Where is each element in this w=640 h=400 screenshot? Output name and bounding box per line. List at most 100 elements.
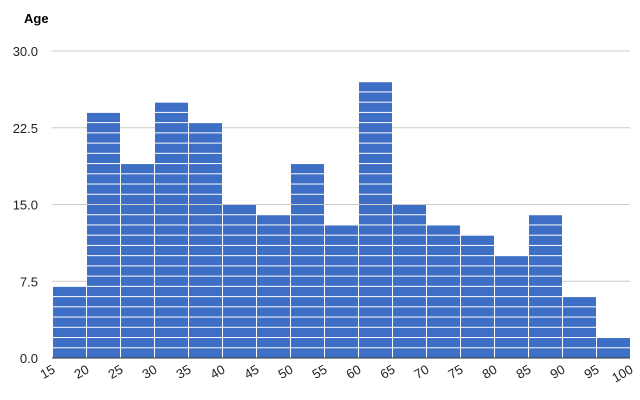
x-tick-label: 15 [37,362,57,382]
bar-unit [223,297,256,307]
bar-unit [189,327,222,338]
bar-unit [189,174,222,184]
bar-unit [393,297,426,307]
x-tick-label: 50 [275,362,295,382]
bar-unit [529,266,562,276]
bar-unit [393,276,426,286]
bar-unit [325,245,358,256]
bar-unit [529,245,562,256]
bar-unit [189,245,222,256]
bar-unit [155,286,188,297]
bar-unit [155,143,188,153]
bar-unit [359,266,392,276]
bar-unit [393,307,426,317]
histogram-bar [427,225,460,358]
bar-unit [223,205,256,215]
bar-unit [359,317,392,327]
bar-unit [427,286,460,297]
x-tick-label: 55 [309,362,329,382]
bar-unit [257,327,290,338]
bar-unit [155,123,188,133]
bar-unit [529,348,562,358]
bar-unit [359,133,392,143]
bar-unit [223,317,256,327]
bar-unit [87,266,120,276]
bar-unit [189,276,222,286]
bar-unit [87,348,120,358]
bar-unit [257,297,290,307]
bar-unit [155,245,188,256]
bar-unit [359,92,392,102]
bar-unit [189,123,222,133]
bar-unit [155,112,188,123]
bar-unit [87,184,120,194]
y-tick-label: 0.0 [20,351,38,366]
bar-unit [563,338,596,348]
bar-unit [529,327,562,338]
bar-unit [325,317,358,327]
bar-unit [189,297,222,307]
bar-unit [87,225,120,235]
bar-unit [461,307,494,317]
bar-unit [87,317,120,327]
histogram-bar [563,297,596,358]
bar-unit [121,327,154,338]
bar-unit [121,276,154,286]
bar-unit [325,266,358,276]
bar-unit [529,317,562,327]
bar-unit [529,307,562,317]
bar-unit [427,307,460,317]
bar-unit [87,307,120,317]
bar-unit [121,225,154,235]
bar-unit [189,256,222,266]
bar-unit [223,276,256,286]
bar-unit [155,205,188,215]
bar-unit [155,276,188,286]
histogram-bar [223,205,256,358]
bar-unit [155,174,188,184]
bar-unit [359,153,392,164]
bar-unit [427,266,460,276]
bar-unit [53,307,86,317]
bar-unit [223,215,256,225]
x-tick-label: 45 [241,362,261,382]
bar-unit [325,297,358,307]
y-tick-label: 15.0 [13,198,38,213]
y-tick-label: 22.5 [13,121,38,136]
bar-unit [461,245,494,256]
x-tick-label: 95 [581,362,601,382]
bar-unit [359,348,392,358]
bar-unit [189,348,222,358]
bar-unit [257,256,290,266]
bar-unit [563,327,596,338]
bar-unit [359,123,392,133]
bar-unit [121,338,154,348]
bar-unit [359,215,392,225]
bar-unit [189,143,222,153]
x-tick-label: 85 [513,362,533,382]
bar-unit [359,143,392,153]
bar-unit [291,184,324,194]
bar-unit [155,153,188,164]
bar-unit [87,286,120,297]
bar-unit [121,235,154,245]
bar-unit [291,205,324,215]
bar-unit [359,112,392,123]
bar-unit [223,266,256,276]
histogram-bar [529,215,562,358]
bar-unit [189,153,222,164]
bar-unit [529,225,562,235]
bar-unit [257,225,290,235]
bar-unit [189,266,222,276]
bar-unit [325,327,358,338]
bar-unit [427,276,460,286]
bar-unit [427,348,460,358]
bar-unit [53,297,86,307]
bar-unit [87,338,120,348]
bar-unit [189,164,222,174]
y-axis-ticks: 0.0 7.5 15.0 22.5 30.0 [13,44,38,366]
bar-unit [291,235,324,245]
bar-unit [121,266,154,276]
bar-unit [257,286,290,297]
bar-unit [563,297,596,307]
